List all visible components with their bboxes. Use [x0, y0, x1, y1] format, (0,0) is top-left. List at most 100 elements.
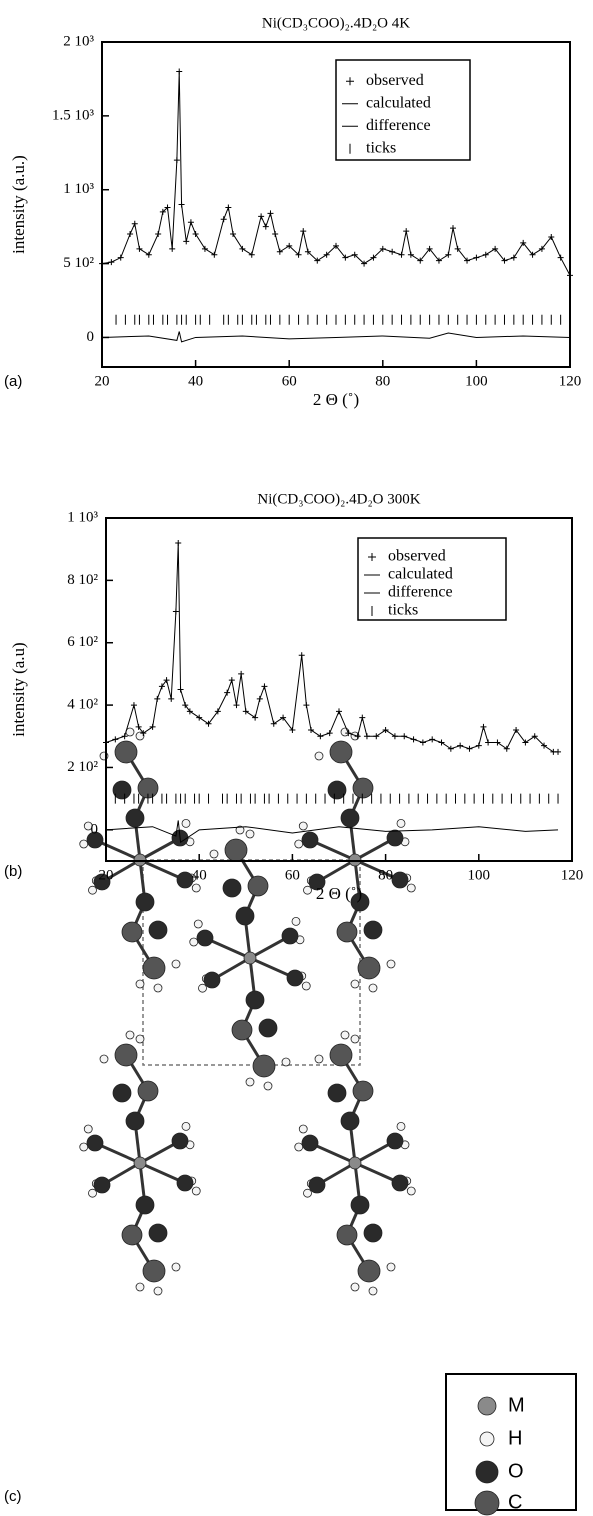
atom [294, 1142, 304, 1152]
atom [114, 1043, 138, 1067]
atom [79, 1142, 89, 1152]
y-tick-label: 0 [91, 821, 99, 837]
crystal-structure [79, 727, 416, 1296]
y-tick-label: 4 10² [67, 697, 98, 713]
atom [327, 1083, 347, 1103]
atom [148, 920, 168, 940]
atom [352, 777, 374, 799]
legend-label: M [508, 1394, 525, 1416]
legend-label: C [508, 1491, 522, 1513]
x-tick-label: 80 [375, 373, 390, 389]
legend-symbol [368, 553, 376, 561]
atom [327, 780, 347, 800]
atom [263, 1081, 273, 1091]
atom [121, 1224, 143, 1246]
atom [148, 1223, 168, 1243]
calculated-line [105, 542, 559, 753]
atom [125, 1111, 145, 1131]
atom [181, 819, 191, 828]
legend-label: ticks [388, 602, 418, 619]
atom [135, 1282, 145, 1292]
atom [336, 921, 358, 943]
atom [135, 1195, 155, 1215]
difference-line [105, 820, 559, 844]
atom [245, 1077, 255, 1087]
atom [86, 1134, 104, 1152]
legend-atom [479, 1431, 495, 1447]
atom [142, 956, 166, 980]
legend-atom [474, 1490, 500, 1516]
atom [281, 927, 299, 945]
atom [357, 1259, 381, 1283]
atom [386, 1262, 396, 1272]
x-tick-label: 100 [465, 373, 488, 389]
atom [99, 1054, 109, 1064]
y-tick-label: 1 10³ [67, 509, 98, 525]
x-tick-label: 40 [192, 867, 207, 883]
atom [396, 1122, 406, 1131]
x-axis-label: 2 Θ (˚) [316, 884, 362, 903]
atom [135, 1034, 145, 1044]
atom [196, 929, 214, 947]
legend-label: observed [366, 72, 424, 89]
atom [396, 819, 406, 828]
atom [301, 831, 319, 849]
atom [135, 979, 145, 989]
atom [291, 917, 301, 926]
atom [222, 878, 242, 898]
x-tick-label: 20 [99, 867, 114, 883]
atom [135, 892, 155, 912]
x-tick-label: 80 [378, 867, 393, 883]
atom [114, 740, 138, 764]
atom [350, 979, 360, 989]
x-tick-label: 120 [561, 867, 584, 883]
atom [340, 808, 360, 828]
atom [176, 871, 194, 889]
atom [357, 956, 381, 980]
x-tick-label: 40 [188, 373, 203, 389]
x-tick-label: 20 [95, 373, 110, 389]
legend-label: O [508, 1460, 524, 1482]
atom [348, 1156, 362, 1170]
atom [86, 831, 104, 849]
y-tick-label: 5 10² [63, 255, 94, 271]
atom [235, 906, 255, 926]
atom [171, 1262, 181, 1272]
atom [391, 871, 409, 889]
atom [352, 1080, 374, 1102]
legend-box [445, 1373, 577, 1511]
atom [193, 919, 203, 929]
atom [298, 1124, 308, 1134]
panel-label: (c) [4, 1488, 22, 1505]
atom [294, 839, 304, 849]
panel-label: (b) [4, 863, 22, 880]
legend-label: calculated [366, 94, 431, 111]
atom [125, 1030, 135, 1040]
atom [386, 829, 404, 847]
atom [301, 981, 311, 991]
atom [368, 1286, 378, 1296]
atom [340, 1111, 360, 1131]
legend-label: difference [366, 117, 431, 134]
y-tick-label: 1.5 10³ [52, 107, 95, 123]
atom [336, 1224, 358, 1246]
y-tick-label: 8 10² [67, 572, 98, 588]
atom [363, 1223, 383, 1243]
atom [209, 849, 219, 859]
atom [314, 1054, 324, 1064]
atom [93, 1176, 111, 1194]
chart: Ni(CD₃COO)₂.4D₂O 4K 2 Θ (˚) intensity (a.u… [9, 15, 581, 408]
atom [171, 959, 181, 969]
atom [191, 883, 201, 893]
atom [88, 885, 97, 895]
y-tick-label: 0 [87, 329, 95, 345]
atom [112, 780, 132, 800]
atom [252, 1054, 276, 1078]
atom [83, 821, 93, 831]
atom [303, 1188, 312, 1198]
atom [258, 1018, 278, 1038]
legend-label: observed [388, 548, 446, 565]
atom [137, 1080, 159, 1102]
atom [368, 983, 378, 993]
atom [83, 1124, 93, 1134]
